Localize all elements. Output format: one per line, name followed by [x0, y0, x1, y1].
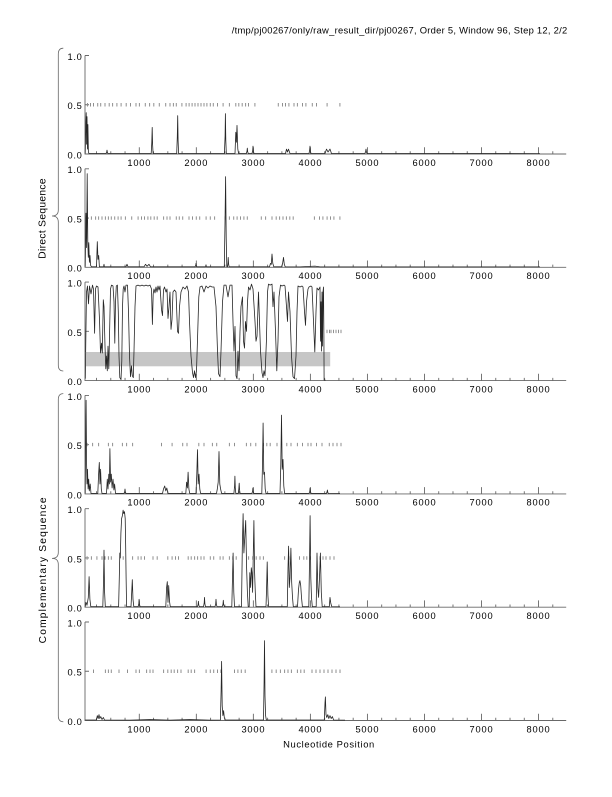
svg-text:8000: 8000	[527, 158, 551, 168]
svg-text:6000: 6000	[413, 724, 437, 734]
svg-text:1000: 1000	[127, 384, 151, 394]
svg-text:1000: 1000	[127, 271, 151, 281]
svg-text:0.0: 0.0	[67, 490, 82, 500]
svg-text:4000: 4000	[298, 384, 322, 394]
svg-text:8000: 8000	[527, 611, 551, 621]
svg-text:0.0: 0.0	[67, 604, 82, 614]
svg-text:3000: 3000	[241, 271, 265, 281]
svg-text:5000: 5000	[355, 158, 379, 168]
svg-text:0.5: 0.5	[67, 101, 82, 111]
svg-text:4000: 4000	[298, 271, 322, 281]
svg-text:4000: 4000	[298, 724, 322, 734]
svg-text:7000: 7000	[470, 158, 494, 168]
svg-text:3000: 3000	[241, 498, 265, 508]
svg-text:2000: 2000	[184, 611, 208, 621]
svg-text:1000: 1000	[127, 611, 151, 621]
svg-text:1.0: 1.0	[67, 279, 82, 289]
svg-text:7000: 7000	[470, 611, 494, 621]
svg-text:0.0: 0.0	[67, 377, 82, 387]
svg-text:0.0: 0.0	[67, 717, 82, 727]
svg-text:1.0: 1.0	[67, 505, 82, 515]
svg-text:1.0: 1.0	[67, 52, 82, 62]
svg-text:3000: 3000	[241, 724, 265, 734]
svg-text:0.5: 0.5	[67, 554, 82, 564]
svg-text:2000: 2000	[184, 384, 208, 394]
svg-text:6000: 6000	[413, 498, 437, 508]
svg-text:0.0: 0.0	[67, 264, 82, 274]
svg-text:2000: 2000	[184, 498, 208, 508]
svg-text:6000: 6000	[413, 384, 437, 394]
svg-text:2000: 2000	[184, 158, 208, 168]
svg-text:2000: 2000	[184, 724, 208, 734]
svg-text:0.5: 0.5	[67, 668, 82, 678]
svg-text:1.0: 1.0	[67, 618, 82, 628]
svg-text:1.0: 1.0	[67, 392, 82, 402]
svg-text:0.0: 0.0	[67, 150, 82, 160]
svg-text:8000: 8000	[527, 384, 551, 394]
svg-text:Direct Sequence: Direct Sequence	[38, 178, 49, 259]
svg-text:1000: 1000	[127, 498, 151, 508]
svg-text:0.5: 0.5	[67, 215, 82, 225]
svg-text:7000: 7000	[470, 384, 494, 394]
svg-text:3000: 3000	[241, 384, 265, 394]
svg-text:2000: 2000	[184, 271, 208, 281]
svg-text:7000: 7000	[470, 498, 494, 508]
svg-text:5000: 5000	[355, 611, 379, 621]
svg-text:6000: 6000	[413, 611, 437, 621]
svg-text:6000: 6000	[413, 271, 437, 281]
svg-text:1000: 1000	[127, 158, 151, 168]
svg-text:5000: 5000	[355, 498, 379, 508]
svg-text:4000: 4000	[298, 158, 322, 168]
svg-text:3000: 3000	[241, 158, 265, 168]
svg-text:5000: 5000	[355, 724, 379, 734]
svg-text:8000: 8000	[527, 724, 551, 734]
svg-text:1.0: 1.0	[67, 165, 82, 175]
svg-text:0.5: 0.5	[67, 441, 82, 451]
svg-text:Nucleotide Position: Nucleotide Position	[283, 738, 375, 749]
svg-text:4000: 4000	[298, 611, 322, 621]
svg-text:0.5: 0.5	[67, 328, 82, 338]
svg-text:3000: 3000	[241, 611, 265, 621]
svg-text:8000: 8000	[527, 271, 551, 281]
svg-text:6000: 6000	[413, 158, 437, 168]
svg-text:5000: 5000	[355, 384, 379, 394]
svg-text:8000: 8000	[527, 498, 551, 508]
svg-text:7000: 7000	[470, 271, 494, 281]
svg-text:Complementary Sequence: Complementary Sequence	[38, 496, 49, 643]
svg-text:7000: 7000	[470, 724, 494, 734]
svg-text:5000: 5000	[355, 271, 379, 281]
svg-text:1000: 1000	[127, 724, 151, 734]
svg-text:4000: 4000	[298, 498, 322, 508]
svg-text:/tmp/pj00267/only/raw_result_d: /tmp/pj00267/only/raw_result_dir/pj00267…	[232, 25, 568, 36]
